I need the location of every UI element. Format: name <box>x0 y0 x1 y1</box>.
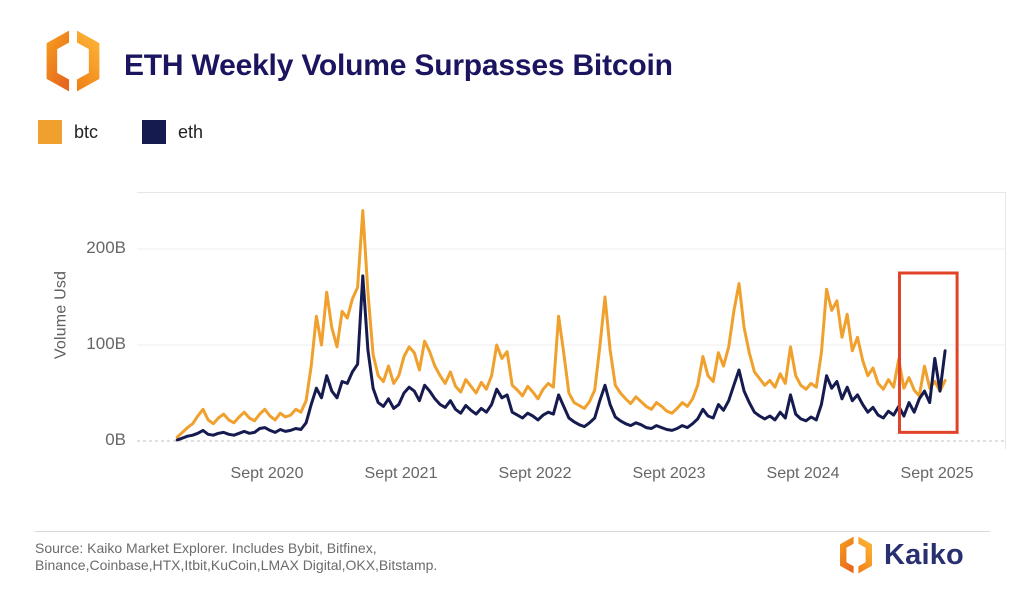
y-tick-0B: 0B <box>105 430 126 449</box>
x-tick-sept-2024: Sept 2024 <box>766 465 840 482</box>
kaiko-logo-icon <box>46 30 100 92</box>
y-axis-title: Volume Usd <box>52 270 70 360</box>
source-line-2: Binance,Coinbase,HTX,Itbit,KuCoin,LMAX D… <box>35 557 438 573</box>
source-line-1: Source: Kaiko Market Explorer. Includes … <box>35 540 377 556</box>
brand-wordmark: Kaiko <box>884 538 964 571</box>
y-tick-200B: 200B <box>86 238 126 257</box>
source-note: Source: Kaiko Market Explorer. Includes … <box>35 540 437 574</box>
page-title: ETH Weekly Volume Surpasses Bitcoin <box>124 49 673 82</box>
legend-item-eth: eth <box>142 120 203 144</box>
legend-item-btc: btc <box>38 120 98 144</box>
btc-swatch-icon <box>38 120 62 144</box>
x-tick-sept-2021: Sept 2021 <box>364 465 438 482</box>
plot-area <box>137 192 1006 449</box>
x-tick-sept-2025: Sept 2025 <box>900 465 974 482</box>
eth-swatch-icon <box>142 120 167 144</box>
legend-label-btc: btc <box>74 121 99 142</box>
chart-canvas <box>137 209 1005 442</box>
kaiko-brand-icon <box>840 536 872 574</box>
y-tick-100B: 100B <box>86 334 126 353</box>
highlight-box <box>897 271 959 434</box>
x-tick-sept-2023: Sept 2023 <box>632 465 706 482</box>
brand-footer: Kaiko <box>836 535 964 575</box>
x-tick-sept-2020: Sept 2020 <box>230 465 304 482</box>
btc-line <box>175 209 947 439</box>
eth-line <box>175 274 947 442</box>
footer-divider <box>35 531 990 532</box>
x-tick-sept-2022: Sept 2022 <box>498 465 572 482</box>
legend-label-eth: eth <box>178 121 204 142</box>
legend: btc eth <box>38 120 203 144</box>
